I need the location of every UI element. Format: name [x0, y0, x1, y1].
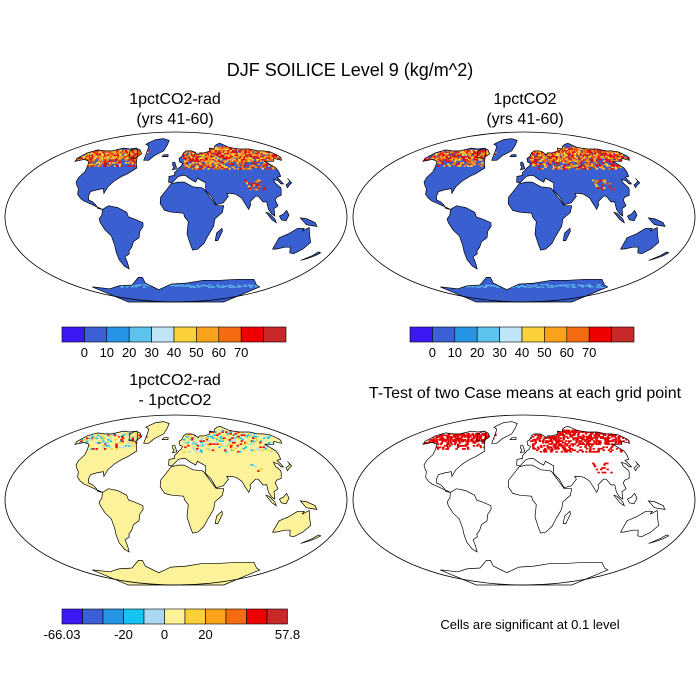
- colorbar-swatch: [521, 326, 545, 343]
- map-coastlines: [422, 421, 670, 586]
- colorbar-tick-label: 30: [144, 345, 158, 360]
- colorbar-swatch: [409, 326, 433, 343]
- map-ocean: [353, 132, 695, 302]
- colorbar-tick-label: 10: [100, 345, 114, 360]
- panel2-title-line2: (yrs 41-60): [486, 111, 564, 128]
- colorbar-swatch: [82, 608, 104, 625]
- map-border: [4, 414, 348, 586]
- panel4-title: T-Test of two Case means at each grid po…: [350, 384, 700, 404]
- colorbar-swatch: [184, 608, 206, 625]
- colorbar-swatch: [196, 326, 220, 343]
- map-ocean: [5, 415, 347, 585]
- panel3-title-line1: 1pctCO2-rad: [129, 372, 221, 389]
- map-border: [352, 414, 696, 586]
- panel1-title: 1pctCO2-rad (yrs 41-60): [45, 90, 305, 130]
- map-panel-1pctco2: [352, 131, 696, 303]
- colorbar-swatch: [432, 326, 456, 343]
- colorbar-swatch: [61, 326, 85, 343]
- colorbar-swatch: [263, 326, 287, 343]
- map-coastlines: [74, 138, 322, 303]
- map-land-fill: [75, 421, 321, 585]
- colorbar-swatch: [205, 608, 227, 625]
- map-panel-difference: [4, 414, 348, 586]
- colorbar-swatch: [102, 608, 124, 625]
- colorbar-swatch: [476, 326, 500, 343]
- colorbar-tick-label: 0: [81, 345, 88, 360]
- colorbar-tick-label: 70: [234, 345, 248, 360]
- colorbar-swatch: [218, 326, 242, 343]
- map-ocean: [5, 132, 347, 302]
- colorbar-tick-label: 0: [429, 345, 436, 360]
- colorbar-swatch: [106, 326, 130, 343]
- panel1-title-line2: (yrs 41-60): [136, 111, 214, 128]
- panel3-title: 1pctCO2-rad - 1pctCO2: [45, 371, 305, 411]
- colorbar-diff: -66.03 -20 0 20 57.8: [44, 608, 302, 649]
- map-coastlines: [422, 138, 670, 303]
- colorbar-tick-label: 60: [560, 345, 574, 360]
- colorbar-abs-1: 0 10 20 30 40 50 60 70: [61, 326, 292, 367]
- colorbar-tick-label: 10: [448, 345, 462, 360]
- colorbar-swatch: [143, 608, 165, 625]
- colorbar-tick-label: 70: [582, 345, 596, 360]
- colorbar-swatch: [151, 326, 175, 343]
- figure-title: DJF SOILICE Level 9 (kg/m^2): [226, 60, 474, 80]
- panel3-title-line2: - 1pctCO2: [138, 392, 212, 409]
- colorbar-swatch: [240, 326, 264, 343]
- colorbar-swatch: [588, 326, 612, 343]
- significance-footnote: Cells are significant at 0.1 level: [440, 617, 620, 632]
- map-panel-ttest: [352, 414, 696, 586]
- colorbar-tick-label: 30: [492, 345, 506, 360]
- colorbar-tick-label: 20: [470, 345, 484, 360]
- colorbar-swatch: [173, 326, 197, 343]
- map-land-fill: [423, 421, 669, 585]
- colorbar-tick-label: -20: [114, 627, 133, 642]
- map-border: [4, 131, 348, 303]
- colorbar-swatch: [123, 608, 145, 625]
- colorbar-swatch: [246, 608, 268, 625]
- colorbar-swatch: [499, 326, 523, 343]
- colorbar-tick-label: 50: [189, 345, 203, 360]
- panel1-title-line1: 1pctCO2-rad: [129, 91, 221, 108]
- colorbar-tick-label: 20: [198, 627, 212, 642]
- colorbar-tick-label: 40: [167, 345, 181, 360]
- colorbar-tick-label: -66.03: [44, 627, 81, 642]
- colorbar-swatch: [566, 326, 590, 343]
- colorbar-tick-label: 57.8: [275, 627, 300, 642]
- colorbar-tick-label: 60: [212, 345, 226, 360]
- map-panel-1pctco2-rad: [4, 131, 348, 303]
- colorbar-tick-label: 40: [515, 345, 529, 360]
- panel4-title-line1: T-Test of two Case means at each grid po…: [368, 385, 682, 402]
- colorbar-swatch: [454, 326, 478, 343]
- colorbar-swatch: [544, 326, 568, 343]
- colorbar-swatch: [225, 608, 247, 625]
- colorbar-swatch: [266, 608, 288, 625]
- map-ocean: [353, 415, 695, 585]
- colorbar-swatch: [128, 326, 152, 343]
- panel2-title: 1pctCO2 (yrs 41-60): [395, 90, 655, 130]
- colorbar-swatch: [164, 608, 186, 625]
- colorbar-swatch: [611, 326, 635, 343]
- colorbar-swatch: [84, 326, 108, 343]
- colorbar-tick-label: 50: [537, 345, 551, 360]
- colorbar-swatch: [61, 608, 83, 625]
- colorbar-tick-label: 20: [122, 345, 136, 360]
- map-border: [352, 131, 696, 303]
- panel2-title-line1: 1pctCO2: [493, 91, 557, 108]
- colorbar-abs-2: 0 10 20 30 40 50 60 70: [409, 326, 640, 367]
- colorbar-tick-label: 0: [161, 627, 168, 642]
- map-coastlines: [74, 421, 322, 586]
